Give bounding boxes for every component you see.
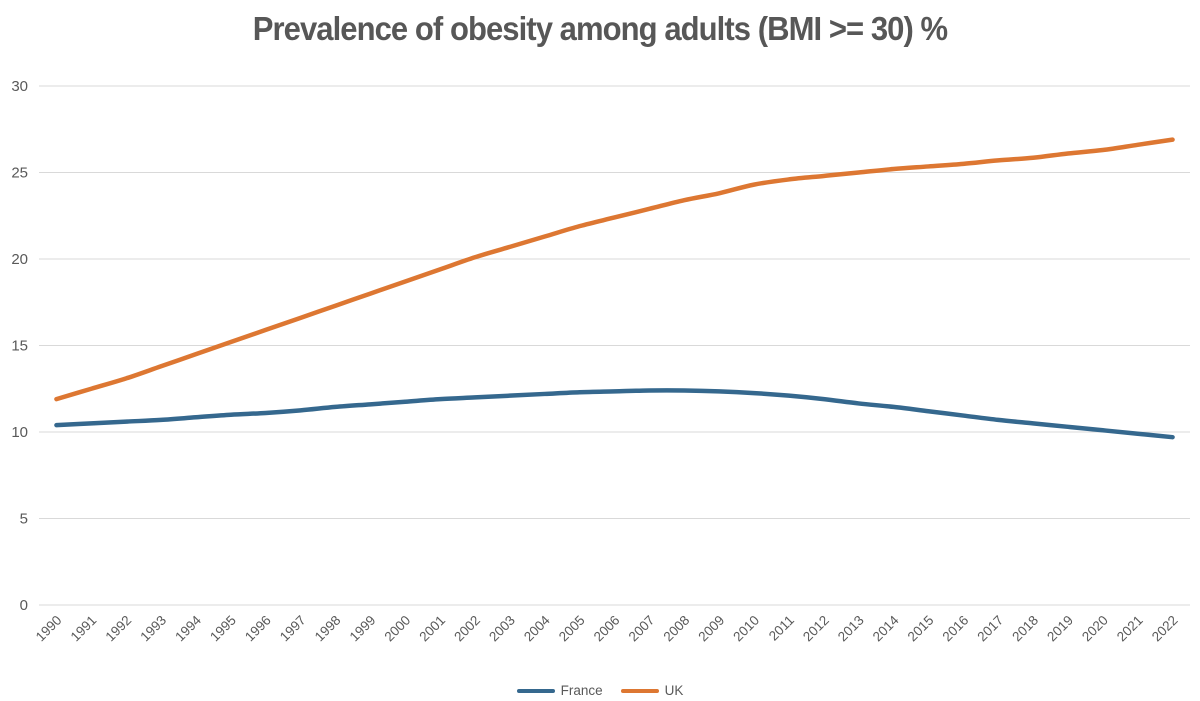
x-axis-tick-1990: 1990 — [33, 613, 65, 645]
x-axis-tick-2010: 2010 — [730, 613, 762, 645]
x-axis-tick-2004: 2004 — [521, 612, 553, 644]
x-axis-tick-2021: 2021 — [1114, 613, 1146, 645]
x-axis-tick-2008: 2008 — [661, 613, 693, 645]
series-line-france — [54, 388, 1175, 440]
x-axis-tick-2019: 2019 — [1044, 613, 1076, 645]
y-axis-tick-25: 25 — [11, 165, 28, 182]
x-axis-tick-2006: 2006 — [591, 613, 623, 645]
y-axis-tick-20: 20 — [11, 251, 28, 268]
y-axis-tick-15: 15 — [11, 338, 28, 355]
x-axis-tick-2012: 2012 — [800, 613, 832, 645]
y-axis-tick-5: 5 — [20, 511, 28, 528]
x-axis-tick-2016: 2016 — [940, 613, 972, 645]
x-axis-tick-2002: 2002 — [451, 613, 483, 645]
x-axis-tick-1996: 1996 — [242, 613, 274, 645]
x-axis-tick-2003: 2003 — [486, 613, 518, 645]
chart-legend: France UK — [0, 680, 1200, 701]
x-axis-tick-2020: 2020 — [1079, 613, 1111, 645]
legend-item-uk: UK — [620, 683, 684, 698]
x-axis-tick-1992: 1992 — [102, 613, 134, 645]
x-axis-tick-2005: 2005 — [556, 613, 588, 645]
x-axis-tick-2013: 2013 — [835, 613, 867, 645]
x-axis-tick-1993: 1993 — [137, 613, 169, 645]
x-axis-tick-1997: 1997 — [277, 613, 309, 645]
y-axis-tick-30: 30 — [11, 78, 28, 95]
x-axis-tick-2011: 2011 — [766, 613, 797, 644]
x-axis-tick-1998: 1998 — [312, 613, 344, 645]
legend-item-france: France — [516, 683, 603, 698]
y-axis-tick-10: 10 — [11, 424, 28, 441]
x-axis-tick-2007: 2007 — [626, 613, 658, 645]
series-line-uk — [54, 137, 1175, 402]
x-axis-tick-2000: 2000 — [381, 613, 413, 645]
chart-title: Prevalence of obesity among adults (BMI … — [252, 10, 948, 47]
x-axis-tick-2009: 2009 — [695, 613, 727, 645]
legend-label-france: France — [560, 683, 603, 698]
x-axis-tick-2022: 2022 — [1149, 613, 1181, 645]
legend-swatch-france — [516, 688, 555, 693]
x-axis-tick-1995: 1995 — [207, 613, 239, 645]
x-axis-tick-1999: 1999 — [347, 613, 379, 645]
x-axis-tick-2014: 2014 — [870, 612, 902, 644]
x-axis-tick-2017: 2017 — [974, 613, 1006, 645]
x-axis-tick-2015: 2015 — [905, 613, 937, 645]
x-axis-tick-2018: 2018 — [1009, 613, 1041, 645]
x-axis-tick-2001: 2001 — [416, 613, 448, 645]
x-axis-tick-1994: 1994 — [172, 612, 204, 644]
legend-swatch-uk — [620, 688, 659, 693]
y-axis-tick-0: 0 — [20, 597, 28, 614]
legend-label-uk: UK — [664, 683, 684, 698]
x-axis-tick-1991: 1991 — [68, 613, 100, 645]
